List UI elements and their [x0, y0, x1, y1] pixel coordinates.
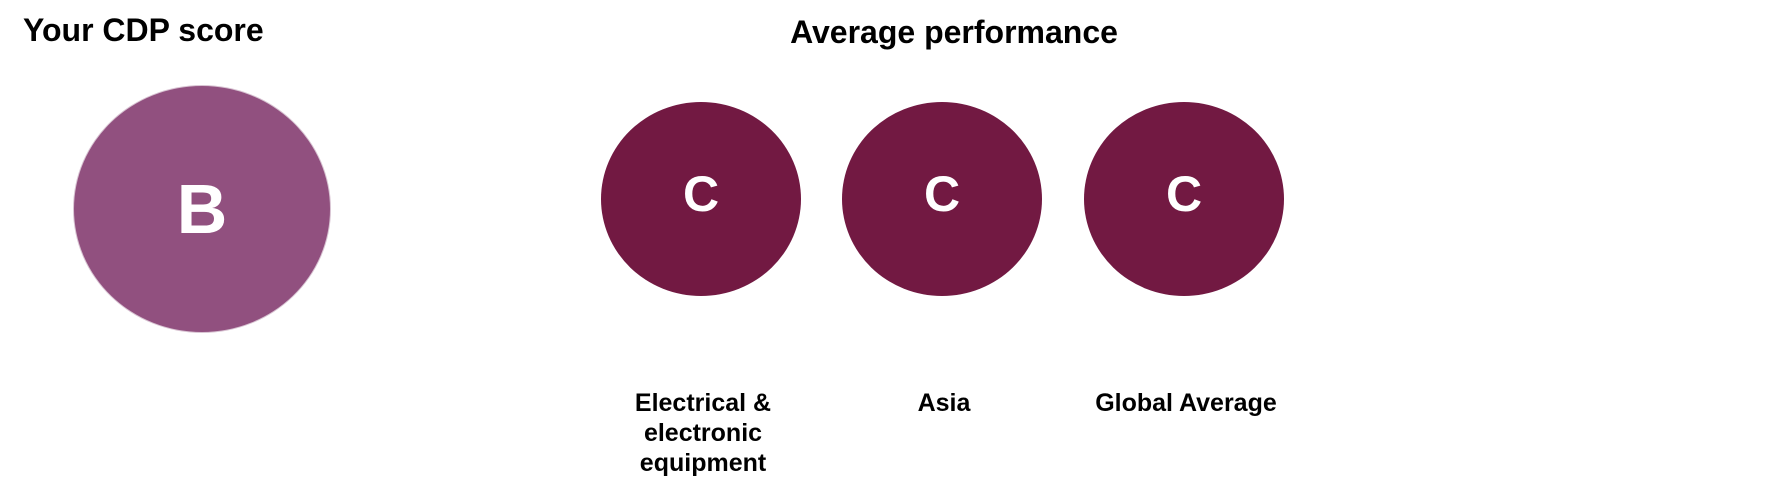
average-grade: C [1165, 166, 1203, 222]
average-grade: C [682, 166, 720, 222]
average-circle: C [1084, 102, 1284, 296]
your-score-title: Your CDP score [23, 12, 264, 48]
average-circle: C [601, 102, 801, 296]
your-score-circle: B [73, 85, 331, 333]
average-label: Asia [917, 389, 971, 417]
average-circle: C [842, 102, 1042, 296]
your-score-grade: B [176, 170, 228, 248]
average-label: Global Average [1095, 389, 1277, 417]
average-grade: C [923, 166, 961, 222]
average-title: Average performance [790, 14, 1118, 50]
average-label: Electrical & electronic equipment [634, 389, 772, 477]
